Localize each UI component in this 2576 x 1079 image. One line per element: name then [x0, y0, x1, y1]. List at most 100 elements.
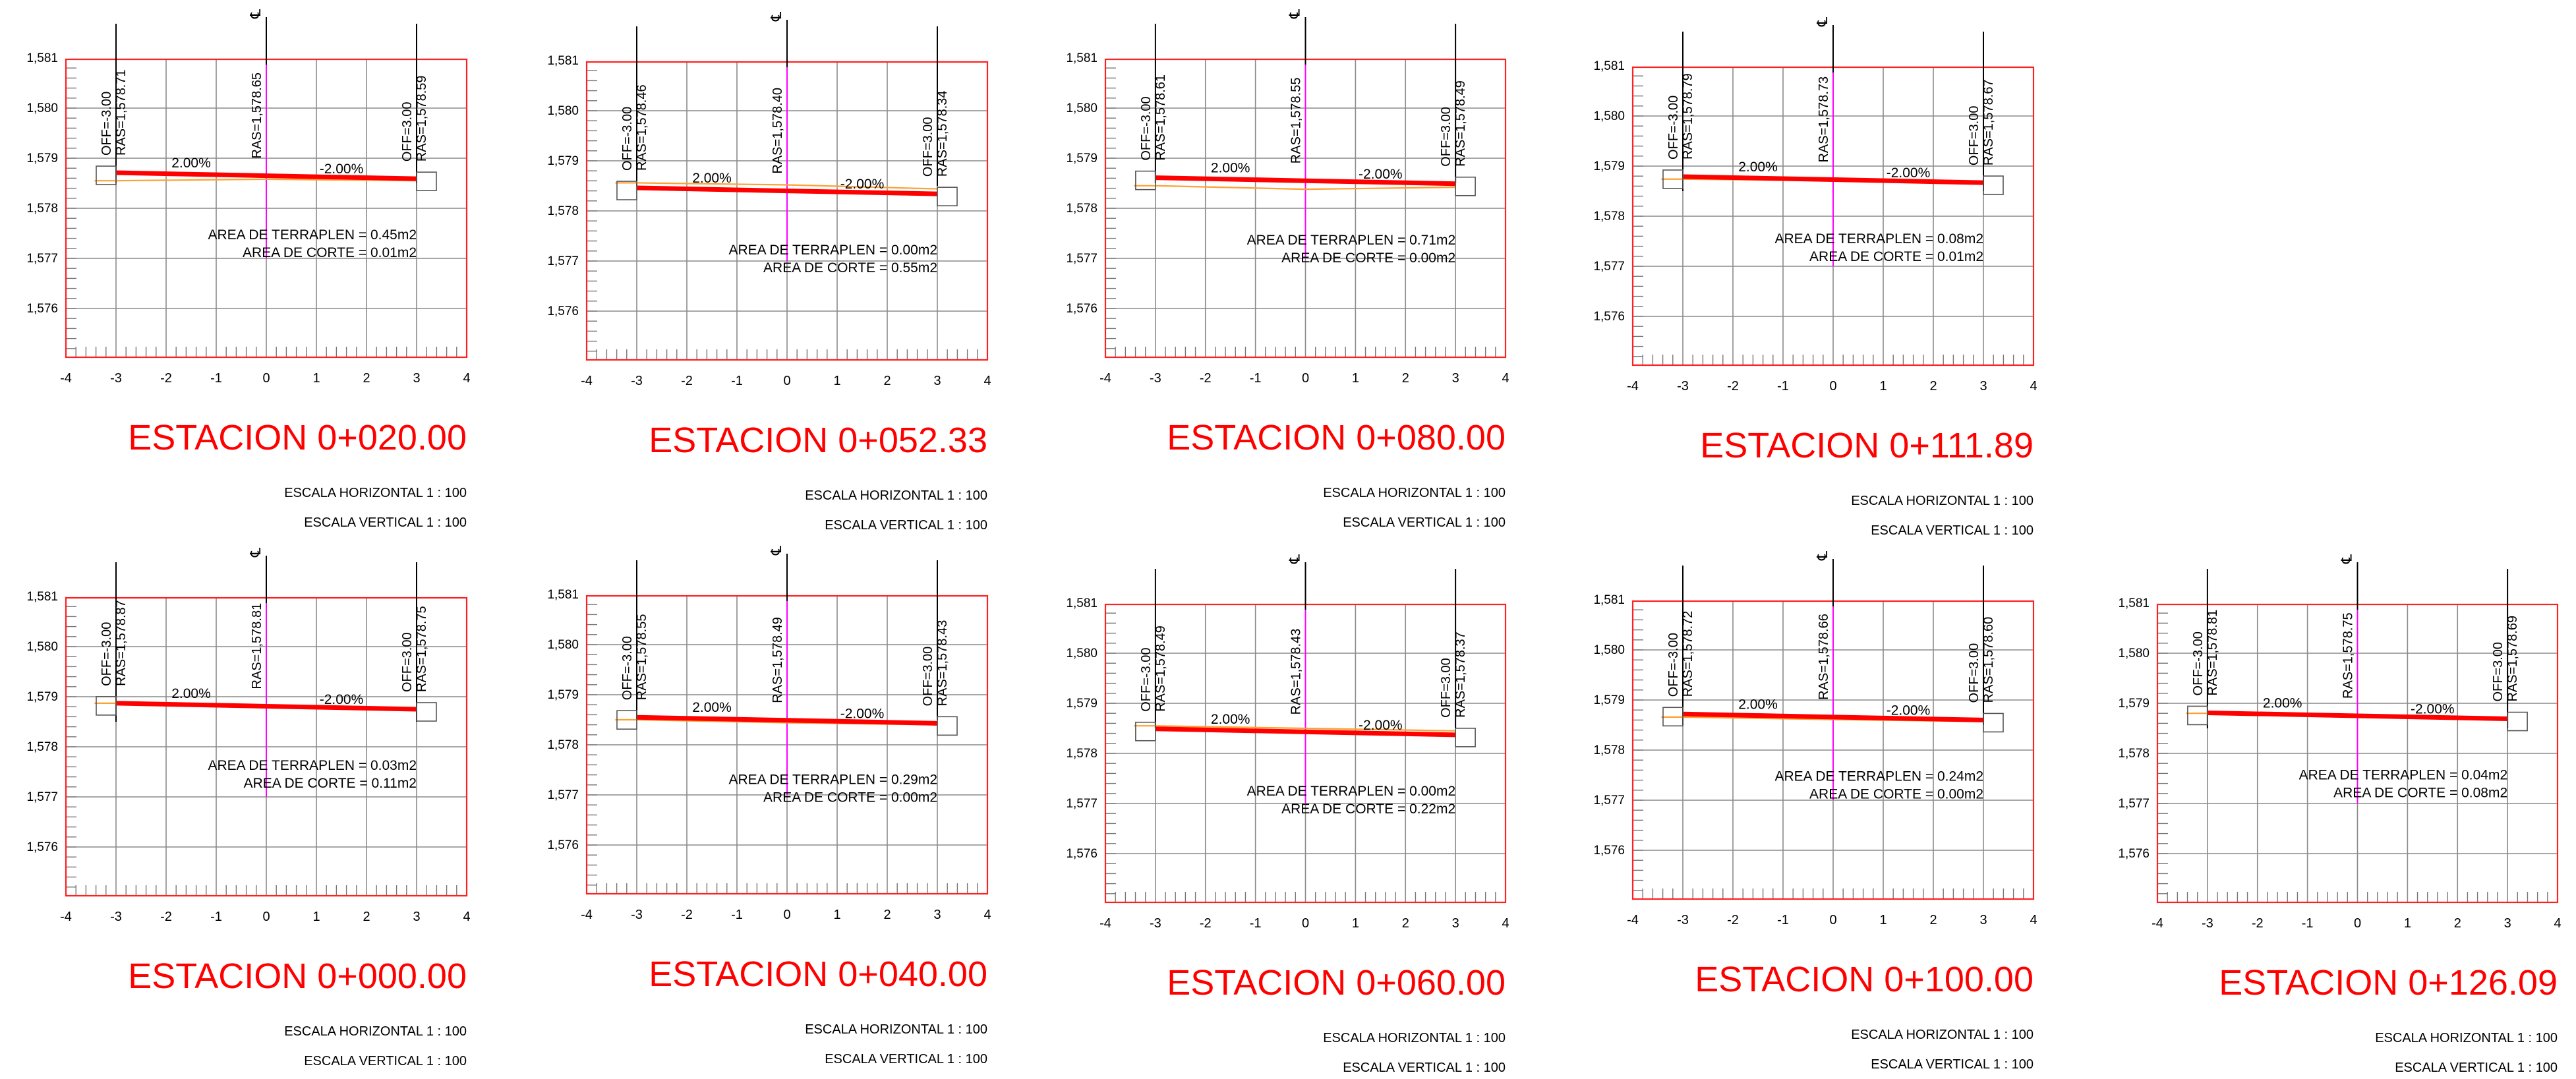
y-tick-label: 1,576 — [1593, 844, 1625, 858]
x-tick-label: 2 — [883, 908, 891, 922]
rasante-line — [1155, 726, 1456, 738]
rasante-label-left: RAS=1,578.61 — [1154, 74, 1168, 161]
x-tick-label: -3 — [1677, 379, 1689, 394]
cross-section-panel: ℄ OFF=-3.00 RAS=1,578.61 RAS=1,578.55 OFF=3.… — [1066, 9, 1509, 530]
y-tick-label: 1,579 — [2118, 697, 2150, 711]
vertical-scale-label: ESCALA VERTICAL 1 : 100 — [1871, 523, 2034, 538]
x-tick-label: -4 — [581, 374, 593, 388]
y-tick-label: 1,576 — [26, 840, 58, 854]
slope-label-right: -2.00% — [320, 161, 364, 177]
y-tick-label: 1,578 — [1593, 744, 1625, 757]
y-tick-label: 1,579 — [26, 152, 58, 165]
fill-area-label: AREA DE TERRAPLEN = 0.08m2 — [1775, 231, 1984, 247]
fill-area-label: AREA DE TERRAPLEN = 0.00m2 — [1247, 784, 1456, 799]
x-tick-label: -4 — [1627, 913, 1639, 927]
rasante-label-left: RAS=1,578.46 — [635, 84, 649, 171]
x-tick-label: -1 — [210, 910, 222, 924]
y-tick-label: 1,580 — [1066, 647, 1098, 660]
y-tick-label: 1,581 — [26, 51, 58, 65]
edge-marker-right — [1455, 728, 1476, 747]
horizontal-scale-label: ESCALA HORIZONTAL 1 : 100 — [2375, 1031, 2558, 1045]
x-tick-label: 1 — [312, 371, 320, 386]
rasante-label-center: RAS=1,578.81 — [250, 603, 264, 689]
slope-label-right: -2.00% — [1887, 703, 1931, 718]
edge-marker-right — [937, 187, 958, 206]
x-tick-label: -2 — [681, 908, 693, 922]
x-tick-label: 1 — [312, 910, 320, 924]
edge-marker-right — [1455, 176, 1476, 196]
x-tick-label: -4 — [2152, 916, 2163, 931]
slope-label-left: 2.00% — [1738, 697, 1778, 712]
x-tick-label: 4 — [1502, 916, 1509, 931]
centerline-symbol-icon: ℄ — [768, 545, 784, 556]
station-title: ESTACION 0+100.00 — [1695, 960, 2034, 999]
y-tick-label: 1,577 — [1593, 794, 1625, 807]
rasante-line — [115, 701, 417, 712]
slope-label-left: 2.00% — [2263, 695, 2302, 711]
x-tick-label: -1 — [1250, 916, 1262, 931]
slope-label-right: -2.00% — [1887, 165, 1931, 181]
rasante-line — [1155, 175, 1456, 187]
slope-label-left: 2.00% — [171, 156, 211, 171]
horizontal-scale-label: ESCALA HORIZONTAL 1 : 100 — [805, 488, 987, 503]
offset-label-left: OFF=-3.00 — [100, 92, 114, 156]
y-tick-label: 1,580 — [547, 104, 579, 118]
rasante-label-left: RAS=1,578.71 — [114, 69, 129, 156]
x-tick-label: -1 — [731, 374, 743, 388]
offset-label-left: OFF=-3.00 — [1666, 96, 1681, 160]
y-tick-label: 1,578 — [1066, 747, 1098, 761]
cut-area-label: AREA DE CORTE = 0.55m2 — [763, 260, 937, 276]
x-tick-label: -4 — [60, 910, 72, 924]
y-tick-label: 1,580 — [2118, 647, 2150, 660]
cross-section-panel: ℄ OFF=-3.00 RAS=1,578.55 RAS=1,578.49 OFF=3.… — [547, 545, 991, 1066]
rasante-label-right: RAS=1,578.59 — [415, 76, 429, 162]
rasante-label-center: RAS=1,578.49 — [771, 617, 785, 703]
x-tick-label: 0 — [1302, 916, 1309, 931]
x-tick-label: 2 — [2454, 916, 2461, 931]
x-tick-label: 4 — [1502, 371, 1509, 386]
cut-area-label: AREA DE CORTE = 0.22m2 — [1281, 802, 1455, 817]
x-tick-label: 3 — [1452, 916, 1459, 931]
y-tick-label: 1,577 — [2118, 797, 2150, 811]
y-tick-label: 1,581 — [1593, 593, 1625, 607]
x-tick-label: -1 — [1777, 379, 1789, 394]
y-tick-label: 1,576 — [1066, 302, 1098, 316]
x-tick-label: -3 — [1150, 916, 1161, 931]
x-tick-label: 3 — [413, 910, 420, 924]
rasante-label-right: RAS=1,578.75 — [415, 606, 429, 692]
slope-label-right: -2.00% — [840, 706, 885, 721]
x-tick-label: -1 — [2302, 916, 2314, 931]
rasante-label-right: RAS=1,578.69 — [2505, 616, 2520, 702]
vertical-scale-label: ESCALA VERTICAL 1 : 100 — [1871, 1057, 2034, 1072]
y-tick-label: 1,579 — [26, 690, 58, 704]
slope-label-left: 2.00% — [1211, 712, 1250, 727]
x-tick-label: -4 — [1099, 371, 1111, 386]
station-title: ESTACION 0+111.89 — [1700, 426, 2034, 465]
y-tick-label: 1,581 — [1066, 597, 1098, 610]
vertical-scale-label: ESCALA VERTICAL 1 : 100 — [1343, 515, 1506, 530]
x-tick-label: 0 — [262, 910, 270, 924]
slope-label-right: -2.00% — [2411, 702, 2455, 717]
x-tick-label: 3 — [1979, 913, 1987, 927]
rasante-label-center: RAS=1,578.40 — [771, 88, 785, 174]
y-tick-label: 1,578 — [2118, 747, 2150, 761]
x-tick-label: -1 — [1777, 913, 1789, 927]
offset-label-left: OFF=-3.00 — [620, 636, 635, 700]
y-tick-label: 1,579 — [1593, 160, 1625, 173]
y-tick-label: 1,577 — [1066, 797, 1098, 811]
slope-label-left: 2.00% — [692, 700, 732, 715]
y-tick-label: 1,581 — [2118, 597, 2150, 610]
y-tick-label: 1,580 — [26, 640, 58, 654]
centerline-symbol-icon: ℄ — [1814, 550, 1830, 561]
x-tick-label: -3 — [110, 371, 122, 386]
rasante-label-right: RAS=1,578.37 — [1453, 631, 1468, 718]
offset-label-left: OFF=-3.00 — [2191, 631, 2206, 695]
rasante-line — [1682, 174, 1984, 185]
y-tick-label: 1,581 — [1593, 59, 1625, 73]
x-tick-label: -3 — [631, 374, 643, 388]
vertical-scale-label: ESCALA VERTICAL 1 : 100 — [825, 1052, 987, 1066]
rasante-line — [2207, 710, 2508, 722]
x-tick-label: 2 — [1402, 916, 1409, 931]
vertical-scale-label: ESCALA VERTICAL 1 : 100 — [304, 1054, 467, 1068]
station-title: ESTACION 0+000.00 — [128, 956, 467, 996]
